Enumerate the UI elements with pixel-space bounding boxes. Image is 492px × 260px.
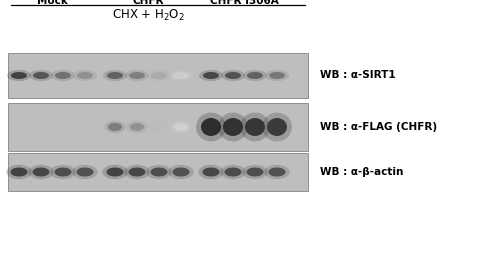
- Text: CHFR I306A: CHFR I306A: [210, 0, 278, 6]
- Ellipse shape: [102, 165, 128, 179]
- Ellipse shape: [124, 165, 150, 179]
- Bar: [8, 53, 308, 98]
- Ellipse shape: [51, 70, 75, 81]
- Ellipse shape: [107, 72, 123, 79]
- Ellipse shape: [264, 165, 290, 179]
- Ellipse shape: [169, 70, 193, 81]
- Ellipse shape: [7, 70, 31, 81]
- Ellipse shape: [129, 72, 145, 79]
- Ellipse shape: [55, 167, 71, 177]
- Ellipse shape: [220, 165, 246, 179]
- Ellipse shape: [246, 167, 264, 177]
- Ellipse shape: [203, 167, 219, 177]
- Ellipse shape: [103, 70, 127, 81]
- Ellipse shape: [128, 167, 146, 177]
- Text: CHX + H$_2$O$_2$: CHX + H$_2$O$_2$: [112, 8, 184, 23]
- Ellipse shape: [28, 165, 54, 179]
- Ellipse shape: [152, 123, 166, 131]
- Ellipse shape: [245, 118, 265, 136]
- Ellipse shape: [33, 72, 49, 79]
- Ellipse shape: [174, 123, 188, 131]
- Ellipse shape: [225, 72, 241, 79]
- Ellipse shape: [269, 72, 285, 79]
- Ellipse shape: [221, 70, 245, 81]
- Ellipse shape: [151, 72, 167, 79]
- Ellipse shape: [171, 121, 191, 133]
- Ellipse shape: [10, 167, 28, 177]
- Ellipse shape: [151, 167, 167, 177]
- Ellipse shape: [173, 72, 189, 79]
- Ellipse shape: [203, 72, 219, 79]
- Ellipse shape: [104, 121, 125, 133]
- Ellipse shape: [146, 165, 172, 179]
- Bar: [8, 153, 308, 191]
- Ellipse shape: [55, 72, 71, 79]
- Ellipse shape: [50, 165, 76, 179]
- Ellipse shape: [262, 113, 292, 141]
- Ellipse shape: [73, 70, 97, 81]
- Ellipse shape: [76, 167, 93, 177]
- Ellipse shape: [11, 72, 27, 79]
- Text: WB : α-SIRT1: WB : α-SIRT1: [320, 70, 396, 81]
- Ellipse shape: [201, 118, 221, 136]
- Ellipse shape: [265, 70, 289, 81]
- Ellipse shape: [6, 165, 32, 179]
- Ellipse shape: [72, 165, 98, 179]
- Ellipse shape: [247, 72, 263, 79]
- Text: WB : α-FLAG (CHFR): WB : α-FLAG (CHFR): [320, 122, 437, 132]
- Ellipse shape: [199, 70, 223, 81]
- Ellipse shape: [32, 167, 50, 177]
- Ellipse shape: [198, 165, 224, 179]
- Ellipse shape: [77, 72, 93, 79]
- Ellipse shape: [29, 70, 53, 81]
- Bar: [8, 103, 308, 151]
- Ellipse shape: [108, 123, 122, 131]
- Ellipse shape: [147, 70, 171, 81]
- Ellipse shape: [173, 167, 189, 177]
- Ellipse shape: [240, 113, 270, 141]
- Ellipse shape: [223, 118, 243, 136]
- Text: CHFR: CHFR: [132, 0, 164, 6]
- Ellipse shape: [196, 113, 226, 141]
- Ellipse shape: [130, 123, 144, 131]
- Ellipse shape: [242, 165, 268, 179]
- Ellipse shape: [224, 167, 242, 177]
- Ellipse shape: [269, 167, 285, 177]
- Text: Mock: Mock: [36, 0, 67, 6]
- Ellipse shape: [149, 121, 170, 133]
- Ellipse shape: [267, 118, 287, 136]
- Ellipse shape: [106, 167, 123, 177]
- Ellipse shape: [126, 121, 148, 133]
- Ellipse shape: [218, 113, 248, 141]
- Ellipse shape: [125, 70, 149, 81]
- Ellipse shape: [243, 70, 267, 81]
- Text: WB : α-β-actin: WB : α-β-actin: [320, 167, 403, 177]
- Ellipse shape: [168, 165, 194, 179]
